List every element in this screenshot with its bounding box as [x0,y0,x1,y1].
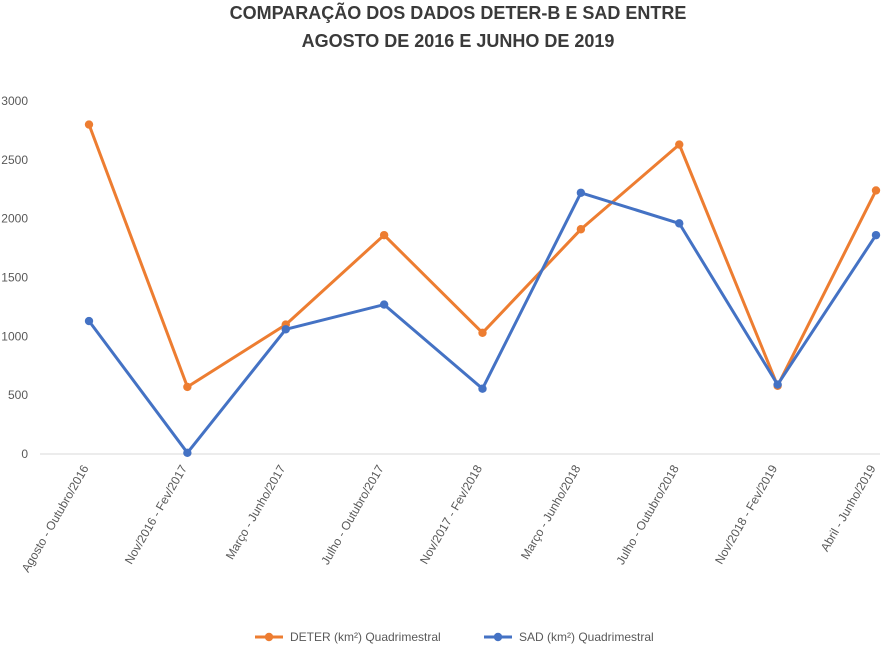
series-deter [84,120,881,392]
x-tick-label: Março - Junho/2017 [223,462,289,562]
data-point [576,225,586,234]
x-tick-label: Nov/2018 - Fev/2019 [712,462,780,566]
y-tick-label: 2500 [1,153,28,167]
data-point [871,230,881,240]
x-tick-label: Abril - Junho/2019 [818,462,879,554]
legend-label: SAD (km²) Quadrimestral [519,630,654,644]
y-tick-label: 1000 [1,329,28,343]
x-tick-label: Março - Junho/2018 [518,462,584,562]
x-tick-label: Nov/2016 - Fev/2017 [122,462,190,566]
y-tick-label: 0 [21,447,28,461]
legend: DETER (km²) Quadrimestral SAD (km²) Quadr… [255,630,654,644]
chart-title-line-2: AGOSTO DE 2016 E JUNHO DE 2019 [302,31,615,51]
data-point [576,188,586,197]
legend-marker [264,632,274,642]
chart-title-line-1: COMPARAÇÃO DOS DADOS DETER-B E SAD ENTRE [230,2,687,23]
y-tick-label: 500 [8,388,28,402]
legend-marker [493,632,503,642]
series-group [84,120,881,458]
y-tick-label: 3000 [1,94,28,108]
chart-title: COMPARAÇÃO DOS DADOS DETER-B E SAD ENTRE… [230,2,687,51]
data-point [773,380,782,389]
x-tick-label: Agosto - Outubro/2016 [19,462,92,574]
x-tick-label: Julho - Outubro/2018 [613,462,682,567]
series-line [87,191,878,455]
data-point [675,140,684,149]
data-point [478,384,487,393]
data-point [871,186,881,195]
series-sad [84,188,881,458]
y-tick-label: 2000 [1,212,28,226]
data-point [84,120,94,129]
data-point [281,325,290,334]
data-point [478,328,487,338]
data-point [183,448,192,458]
y-axis-ticks: 0 500 1000 1500 2000 2500 3000 [1,94,28,461]
x-tick-label: Julho - Outubro/2017 [318,462,387,567]
data-point [379,230,389,240]
data-point [183,382,192,392]
data-point [675,219,684,228]
x-tick-label: Nov/2017 - Fev/2018 [417,462,485,566]
data-point [379,300,389,309]
legend-label: DETER (km²) Quadrimestral [290,630,441,644]
series-line [87,123,878,389]
data-point [84,316,94,326]
y-tick-label: 1500 [1,271,28,285]
x-axis-ticks: Agosto - Outubro/2016 Nov/2016 - Fev/2017… [19,462,879,574]
